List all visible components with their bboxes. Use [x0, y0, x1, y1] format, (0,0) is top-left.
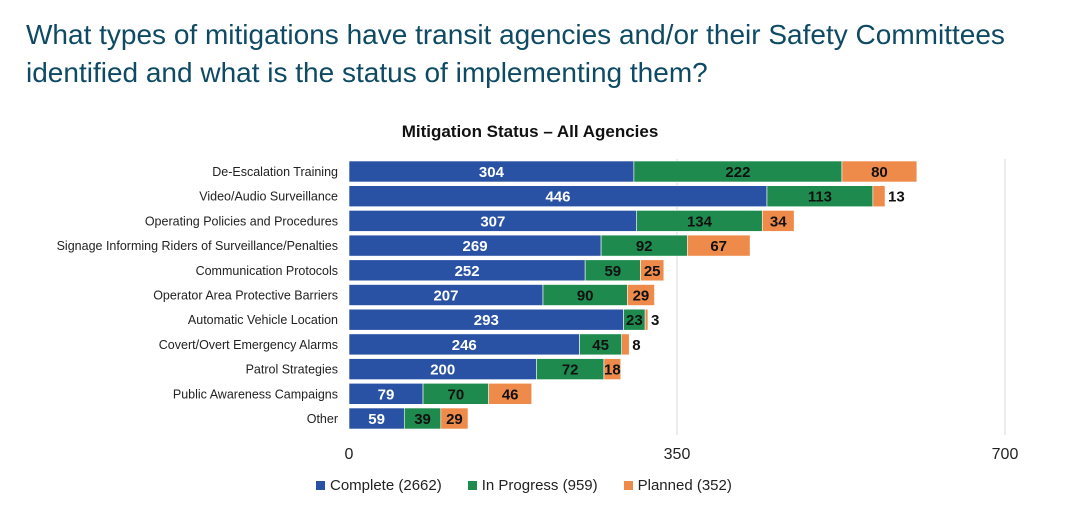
data-label: 70 — [447, 386, 464, 403]
category-label: Other — [307, 412, 338, 426]
data-label: 67 — [710, 238, 727, 255]
data-label: 200 — [430, 362, 455, 379]
data-label: 13 — [888, 189, 905, 206]
bar-segment — [644, 308, 649, 331]
x-tick-label: 700 — [992, 446, 1019, 463]
legend-swatch-in-progress — [467, 481, 477, 490]
data-label: 252 — [455, 263, 480, 280]
category-label: Communication Protocols — [196, 264, 338, 278]
legend-swatch-complete — [316, 481, 325, 490]
legend-swatch-planned — [623, 481, 633, 490]
data-label: 80 — [871, 164, 888, 181]
data-label: 222 — [725, 164, 750, 181]
bar-segment — [603, 358, 622, 380]
chart-title: Mitigation Status – All Agencies — [401, 122, 659, 141]
bar-segment — [627, 284, 655, 306]
data-label: 246 — [452, 337, 477, 354]
bar-segment — [841, 160, 918, 183]
legend-complete: Complete (2662) — [316, 477, 442, 494]
bar-segment — [440, 407, 469, 430]
data-label: 59 — [604, 263, 621, 280]
data-label: 59 — [368, 411, 385, 428]
legend-label-complete: Complete (2662) — [330, 477, 442, 494]
data-label: 3 — [651, 312, 659, 329]
category-label: Patrol Strategies — [246, 363, 338, 377]
category-label: Video/Audio Surveillance — [199, 190, 338, 204]
legend-planned: Planned (352) — [623, 477, 732, 494]
legend-label-in-progress: In Progress (959) — [481, 477, 598, 494]
data-label: 90 — [577, 288, 594, 305]
data-label: 39 — [414, 411, 431, 428]
bar-segment — [621, 333, 630, 356]
legend-in-progress: In Progress (959) — [467, 477, 598, 494]
data-label: 113 — [808, 189, 832, 206]
category-label: Automatic Vehicle Location — [188, 313, 338, 327]
data-label: 79 — [378, 386, 395, 403]
data-label: 46 — [502, 386, 519, 403]
data-label: 304 — [479, 164, 505, 181]
data-label: 45 — [592, 337, 609, 354]
data-label: 8 — [632, 337, 640, 354]
data-label: 18 — [604, 362, 621, 379]
data-label: 207 — [433, 288, 458, 305]
headline: What types of mitigations have transit a… — [26, 19, 1005, 88]
data-label: 29 — [633, 288, 650, 305]
bar-segment — [872, 185, 886, 207]
bar-segment — [687, 234, 751, 257]
x-tick-label: 0 — [345, 446, 354, 463]
legend: Complete (2662) In Progress (959) Planne… — [316, 477, 732, 494]
data-label: 293 — [474, 312, 499, 329]
data-label: 307 — [480, 213, 505, 230]
data-label: 446 — [545, 189, 570, 206]
data-label: 25 — [644, 263, 661, 280]
category-label: Covert/Overt Emergency Alarms — [159, 338, 338, 352]
category-label: Operator Area Protective Barriers — [153, 289, 338, 303]
data-label: 23 — [626, 312, 643, 329]
data-label: 134 — [687, 213, 713, 230]
bar-segment — [488, 382, 533, 405]
data-label: 92 — [636, 238, 653, 255]
data-label: 34 — [770, 213, 787, 230]
x-tick-label: 350 — [664, 446, 691, 463]
bar-segment — [640, 259, 665, 282]
category-label: Public Awareness Campaigns — [173, 387, 338, 401]
data-label: 72 — [562, 362, 579, 379]
category-label: De-Escalation Training — [212, 165, 338, 179]
legend-label-planned: Planned (352) — [637, 477, 732, 494]
data-label: 269 — [463, 238, 488, 255]
category-label: Signage Informing Riders of Surveillance… — [57, 239, 338, 253]
data-label: 29 — [446, 411, 463, 428]
category-label: Operating Policies and Procedures — [145, 214, 338, 228]
bar-segment — [761, 210, 795, 232]
